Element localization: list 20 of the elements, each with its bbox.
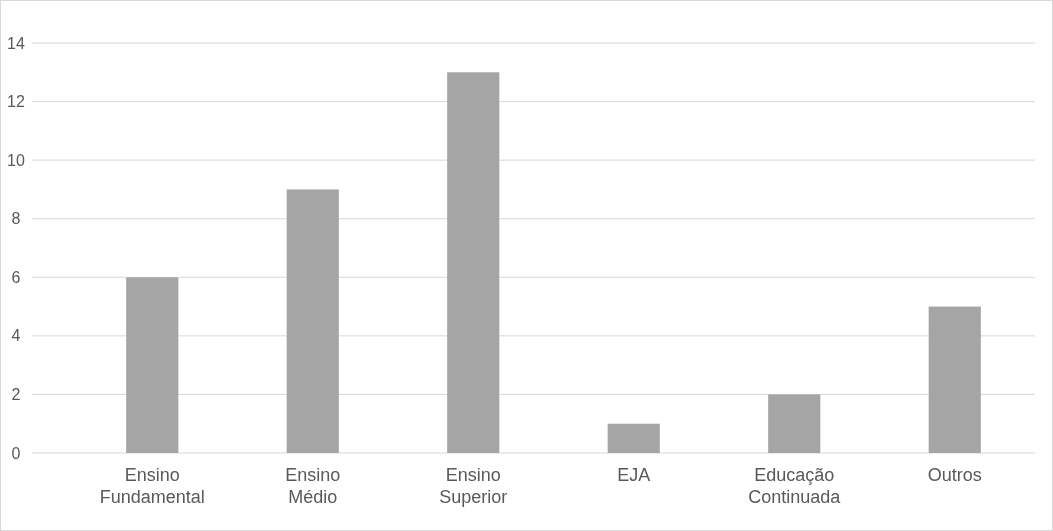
y-tick-label: 4	[11, 327, 21, 345]
x-tick-label: EJA	[617, 465, 651, 485]
y-tick-label: 6	[11, 268, 21, 286]
x-tick-label: Ensino Fundamental	[99, 465, 205, 507]
bar	[126, 277, 179, 453]
x-tick-label: Ensino Superior	[439, 465, 508, 507]
bar	[928, 306, 981, 453]
bar	[768, 394, 821, 453]
x-tick-label: Outros	[927, 465, 982, 485]
y-tick-label: 10	[7, 151, 25, 169]
y-tick-label: 2	[11, 386, 21, 404]
y-tick-label: 12	[7, 93, 25, 111]
y-tick-label: 8	[11, 210, 21, 228]
x-tick-label: Educação Continuada	[748, 465, 842, 507]
bar	[447, 72, 500, 453]
x-tick-label: Ensino Médio	[285, 465, 341, 507]
y-tick-label: 14	[7, 34, 25, 52]
y-tick-label: 0	[11, 444, 21, 462]
bar	[607, 423, 660, 453]
bar	[286, 189, 339, 453]
